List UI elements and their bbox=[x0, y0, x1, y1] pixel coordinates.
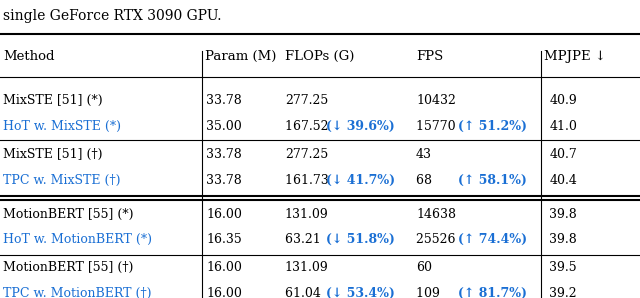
Text: 16.35: 16.35 bbox=[206, 233, 242, 246]
Text: 63.21: 63.21 bbox=[285, 233, 324, 246]
Text: FPS: FPS bbox=[416, 50, 444, 63]
Text: 109: 109 bbox=[416, 287, 444, 298]
Text: (↓ 39.6%): (↓ 39.6%) bbox=[326, 119, 395, 133]
Text: single GeForce RTX 3090 GPU.: single GeForce RTX 3090 GPU. bbox=[3, 9, 221, 23]
Text: 33.78: 33.78 bbox=[206, 173, 242, 187]
Text: 40.7: 40.7 bbox=[549, 148, 577, 161]
Text: 10432: 10432 bbox=[416, 94, 456, 107]
Text: HoT w. MixSTE (*): HoT w. MixSTE (*) bbox=[3, 119, 121, 133]
Text: (↑ 58.1%): (↑ 58.1%) bbox=[458, 173, 527, 187]
Text: 131.09: 131.09 bbox=[285, 261, 328, 274]
Text: 16.00: 16.00 bbox=[206, 287, 242, 298]
Text: (↓ 53.4%): (↓ 53.4%) bbox=[326, 287, 396, 298]
Text: MotionBERT [55] (*): MotionBERT [55] (*) bbox=[3, 207, 134, 221]
Text: 39.2: 39.2 bbox=[549, 287, 577, 298]
Text: 16.00: 16.00 bbox=[206, 261, 242, 274]
Text: 14638: 14638 bbox=[416, 207, 456, 221]
Text: 25526: 25526 bbox=[416, 233, 460, 246]
Text: 39.8: 39.8 bbox=[549, 207, 577, 221]
Text: MixSTE [51] (†): MixSTE [51] (†) bbox=[3, 148, 102, 161]
Text: MotionBERT [55] (†): MotionBERT [55] (†) bbox=[3, 261, 134, 274]
Text: 35.00: 35.00 bbox=[206, 119, 242, 133]
Text: 277.25: 277.25 bbox=[285, 94, 328, 107]
Text: MPJPE ↓: MPJPE ↓ bbox=[544, 50, 606, 63]
Text: 43: 43 bbox=[416, 148, 432, 161]
Text: Param (M): Param (M) bbox=[205, 50, 276, 63]
Text: 33.78: 33.78 bbox=[206, 94, 242, 107]
Text: FLOPs (G): FLOPs (G) bbox=[285, 50, 354, 63]
Text: (↓ 41.7%): (↓ 41.7%) bbox=[326, 173, 396, 187]
Text: (↑ 74.4%): (↑ 74.4%) bbox=[458, 233, 527, 246]
Text: 39.8: 39.8 bbox=[549, 233, 577, 246]
Text: 41.0: 41.0 bbox=[549, 119, 577, 133]
Text: (↑ 51.2%): (↑ 51.2%) bbox=[458, 119, 527, 133]
Text: (↑ 81.7%): (↑ 81.7%) bbox=[458, 287, 527, 298]
Text: TPC w. MotionBERT (†): TPC w. MotionBERT (†) bbox=[3, 287, 152, 298]
Text: TPC w. MixSTE (†): TPC w. MixSTE (†) bbox=[3, 173, 121, 187]
Text: 39.5: 39.5 bbox=[549, 261, 577, 274]
Text: 68: 68 bbox=[416, 173, 436, 187]
Text: 16.00: 16.00 bbox=[206, 207, 242, 221]
Text: 61.04: 61.04 bbox=[285, 287, 324, 298]
Text: 33.78: 33.78 bbox=[206, 148, 242, 161]
Text: (↓ 51.8%): (↓ 51.8%) bbox=[326, 233, 396, 246]
Text: 40.4: 40.4 bbox=[549, 173, 577, 187]
Text: MixSTE [51] (*): MixSTE [51] (*) bbox=[3, 94, 103, 107]
Text: 167.52: 167.52 bbox=[285, 119, 332, 133]
Text: 131.09: 131.09 bbox=[285, 207, 328, 221]
Text: 277.25: 277.25 bbox=[285, 148, 328, 161]
Text: HoT w. MotionBERT (*): HoT w. MotionBERT (*) bbox=[3, 233, 152, 246]
Text: Method: Method bbox=[3, 50, 54, 63]
Text: 40.9: 40.9 bbox=[549, 94, 577, 107]
Text: 161.73: 161.73 bbox=[285, 173, 333, 187]
Text: 15770: 15770 bbox=[416, 119, 460, 133]
Text: 60: 60 bbox=[416, 261, 432, 274]
